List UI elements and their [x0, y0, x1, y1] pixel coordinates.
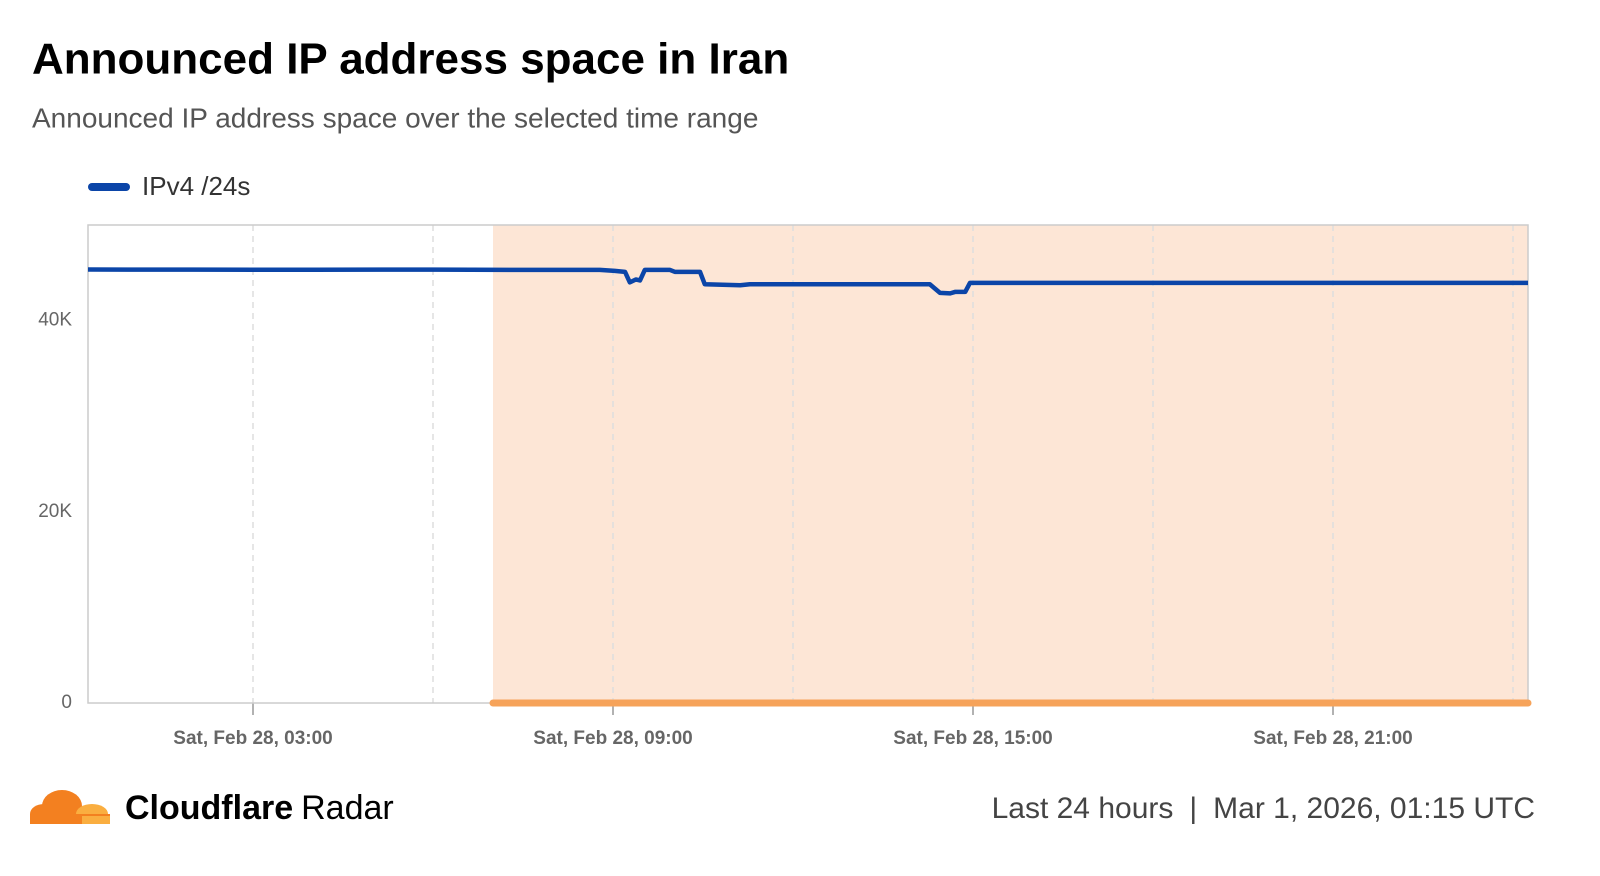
brand: Cloudflare: [125, 789, 293, 827]
timestamp: Mar 1, 2026, 01:15 UTC: [1213, 792, 1535, 825]
plot: Sat, Feb 28, 03:00 Sat, Feb 28, 09:00 Sat,…: [38, 224, 1532, 749]
chart-subtitle: Announced IP address space over the sele…: [32, 102, 758, 133]
logo-cloud: [82, 816, 110, 824]
x-tick-label: Sat, Feb 28, 15:00: [893, 728, 1052, 749]
y-tick-label: 0: [61, 692, 72, 713]
y-tick-label: 20K: [38, 501, 72, 522]
highlight-region: [493, 225, 1528, 703]
x-tick-label: Sat, Feb 28, 21:00: [1253, 728, 1412, 749]
chart-title: Announced IP address space in Iran: [32, 35, 789, 84]
x-tick-label: Sat, Feb 28, 09:00: [533, 728, 692, 749]
footer-logo: [30, 790, 110, 824]
series-line: [87, 267, 1528, 296]
logo-cloud: [30, 814, 110, 824]
separator: |: [1189, 792, 1197, 825]
footer-info: Last 24 hours | Mar 1, 2026, 01:15 UTC: [992, 792, 1535, 825]
legend-label: IPv4 /24s: [142, 171, 250, 201]
y-tick-label: 40K: [38, 310, 72, 331]
product: Radar: [301, 789, 394, 827]
range: Last 24 hours: [992, 792, 1174, 825]
footer-brand: Cloudflare Radar: [125, 789, 394, 827]
x-tick-label: Sat, Feb 28, 03:00: [173, 728, 332, 749]
